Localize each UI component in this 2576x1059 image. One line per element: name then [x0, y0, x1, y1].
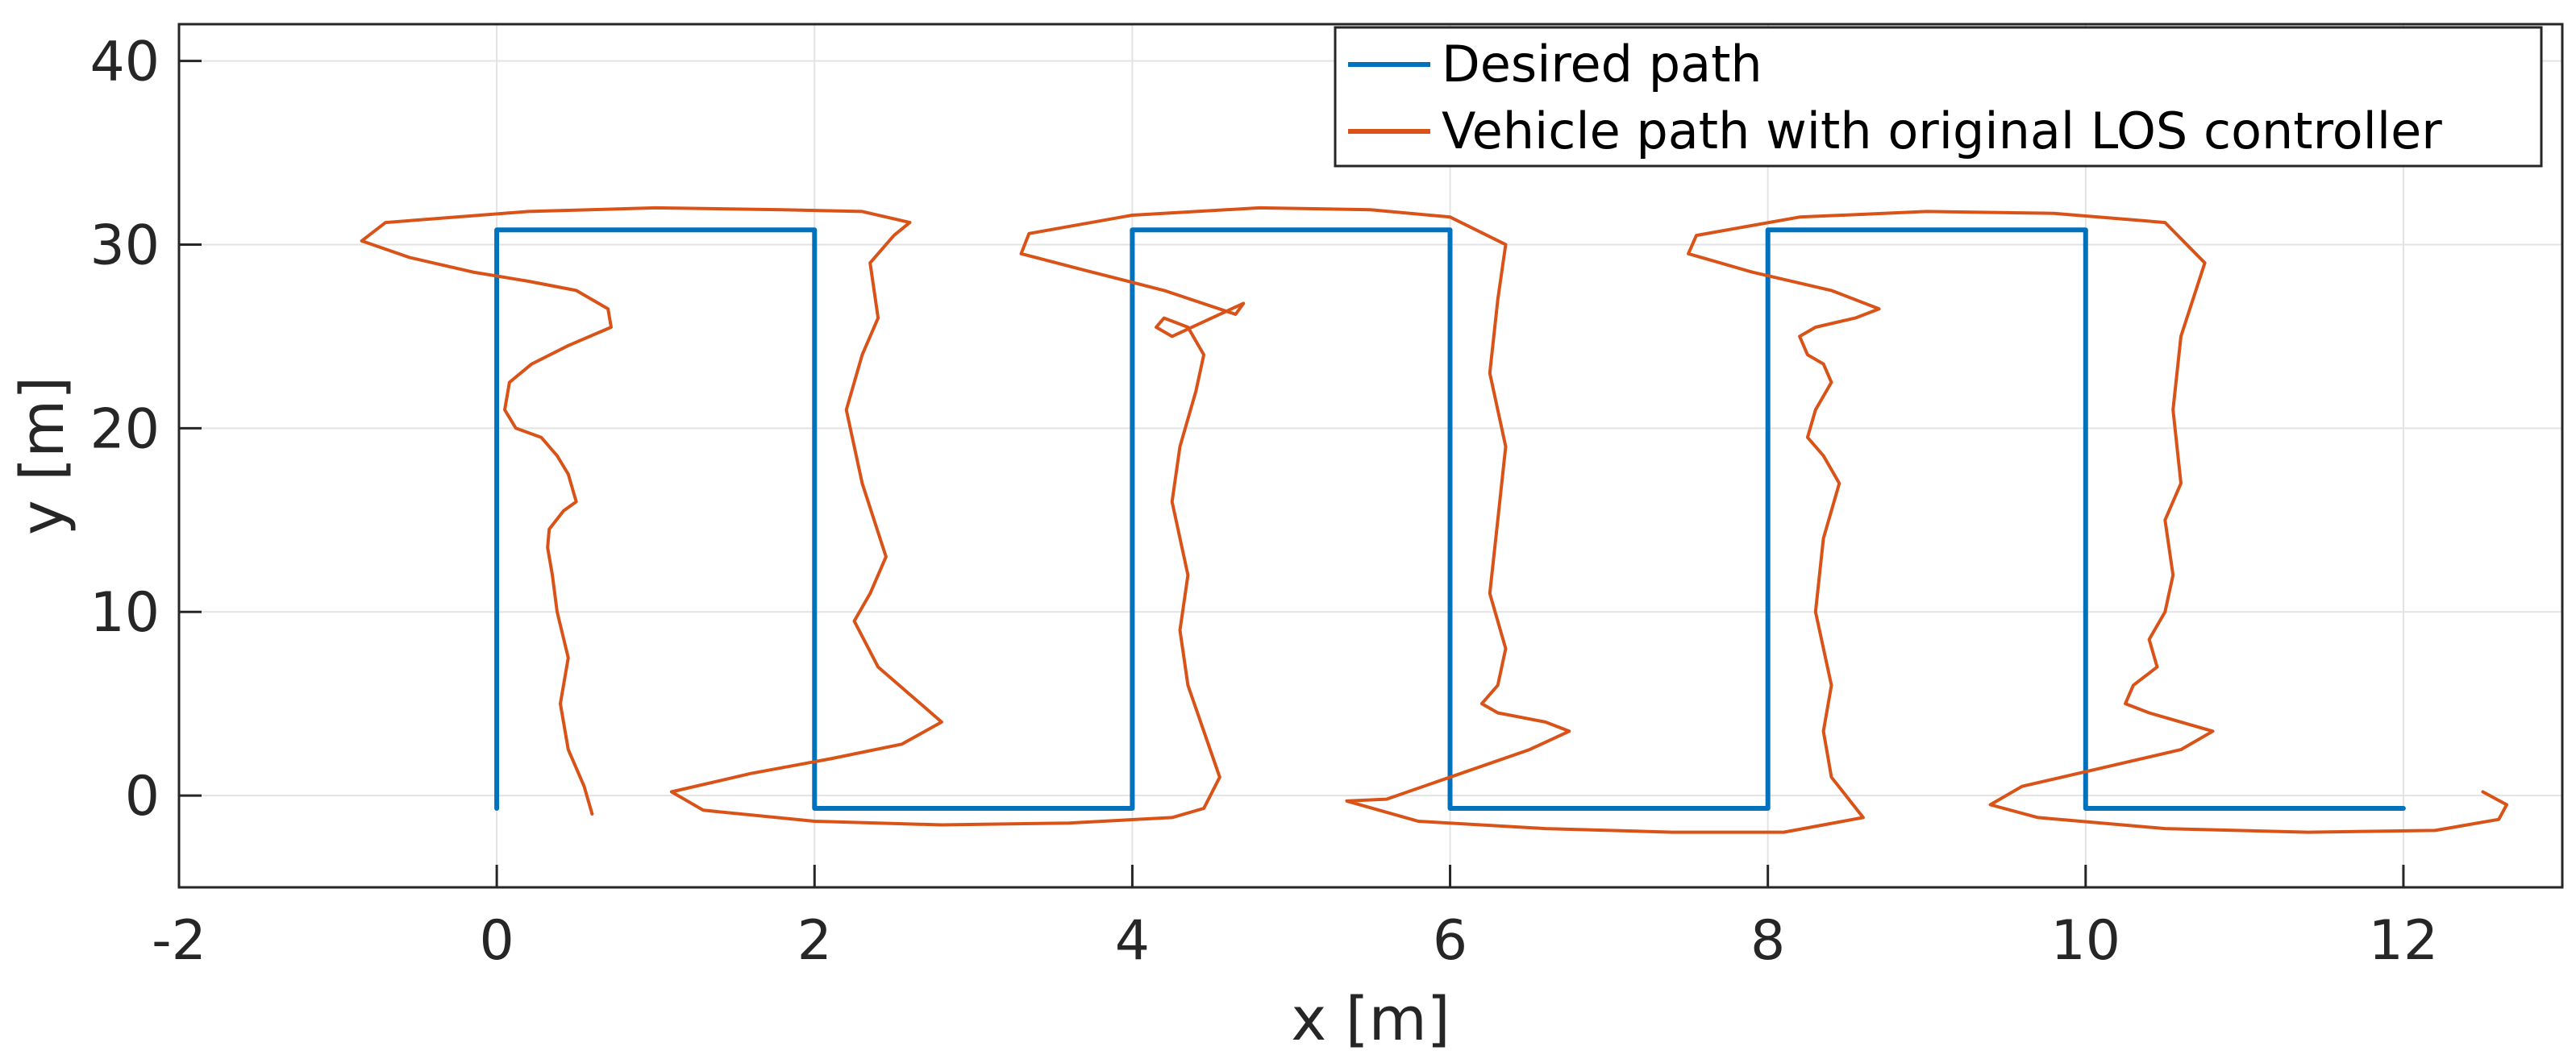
plot-series — [360, 206, 2508, 834]
x-tick-label: 0 — [480, 909, 514, 973]
x-tick-label: 2 — [797, 909, 832, 973]
x-tick-label: 12 — [2369, 909, 2439, 973]
y-axis-label: y [m] — [8, 376, 77, 535]
x-tick-label: 4 — [1115, 909, 1150, 973]
y-tick-label: 20 — [89, 397, 160, 461]
legend: Desired path Vehicle path with original L… — [1334, 26, 2543, 168]
y-tick-label: 30 — [89, 214, 160, 277]
x-axis-label: x [m] — [1291, 985, 1450, 1054]
y-tick-label: 0 — [125, 765, 160, 829]
x-tick-label: -2 — [152, 909, 206, 973]
ticks: -2 0 2 4 6 8 10 12 0 10 20 30 40 — [89, 31, 2438, 973]
x-tick-label: 6 — [1433, 909, 1467, 973]
x-tick-label: 8 — [1750, 909, 1785, 973]
axes-box — [177, 23, 2564, 889]
y-tick-label: 40 — [89, 31, 160, 94]
legend-entry: Vehicle path with original LOS controlle… — [1442, 102, 2442, 160]
legend-box — [1334, 26, 2543, 168]
legend-entry: Desired path — [1442, 35, 1762, 93]
vehicle-path-line — [360, 206, 2508, 834]
y-tick-label: 10 — [89, 581, 160, 645]
x-tick-label: 10 — [2051, 909, 2121, 973]
desired-path-line — [494, 227, 2406, 811]
